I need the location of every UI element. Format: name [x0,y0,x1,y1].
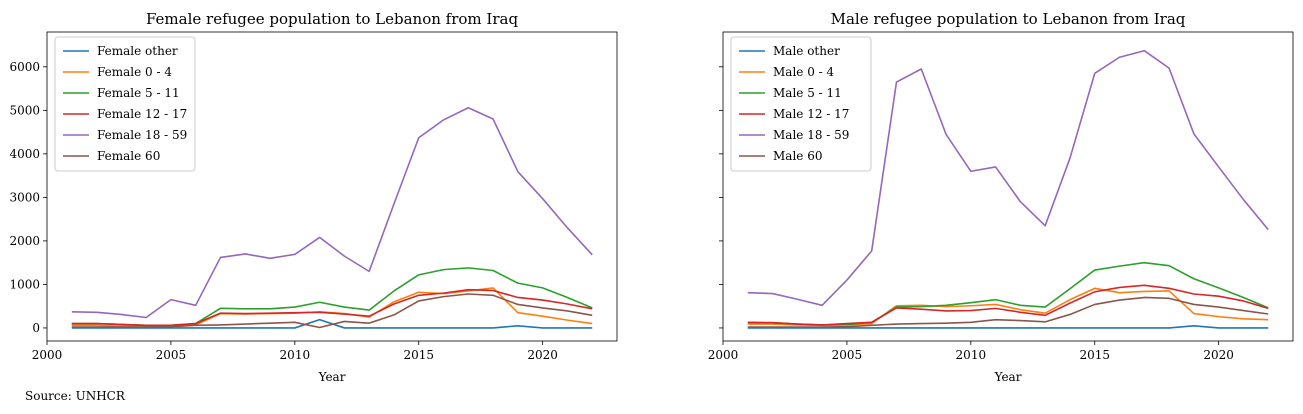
series-line-1 [747,324,1269,329]
chart-title: Female refugee population to Lebanon fro… [146,10,518,28]
legend: Female other Female 0 - 4 Female 5 - 11 Fem… [54,36,196,172]
x-axis-label: Year [994,370,1022,384]
chart-panel-1: Female refugee population to Lebanon fro… [9,10,618,384]
legend-entry: Male other [773,44,840,58]
series-line-2 [71,287,593,328]
chart-title: Male refugee population to Lebanon from … [831,10,1186,28]
x-tick-label: 2000 [32,348,63,362]
y-tick-label: 4000 [9,147,40,161]
series-line-4 [747,284,1269,326]
legend-entry: Female 0 - 4 [97,65,172,79]
y-tick-label: 1000 [9,277,40,291]
legend-entry: Female other [97,44,178,58]
source-note: Source: UNHCR [25,389,125,403]
series-line-6 [71,293,593,329]
x-tick-label: 2015 [1079,348,1110,362]
x-tick-label: 2020 [1203,348,1234,362]
series-line-5 [747,49,1269,307]
y-tick-label: 2000 [9,234,40,248]
y-tick-label: 3000 [9,190,40,204]
legend-entry: Female 18 - 59 [97,128,187,142]
legend-entry: Female 5 - 11 [97,86,180,100]
y-tick-label: 6000 [9,60,40,74]
legend-entry: Male 12 - 17 [773,107,849,121]
legend-box [54,36,196,172]
x-tick-label: 2010 [956,348,987,362]
plot-frame [722,31,1294,342]
chart-panel-2: Male refugee population to Lebanon from … [708,10,1294,384]
legend-entry: Male 5 - 11 [773,86,842,100]
x-axis-label: Year [318,370,346,384]
x-tick-label: 2015 [403,348,434,362]
series-line-5 [71,106,593,319]
x-tick-label: 2010 [280,348,311,362]
legend-entry: Female 12 - 17 [97,107,187,121]
x-tick-label: 2000 [708,348,739,362]
legend-entry: Male 0 - 4 [773,65,835,79]
legend-entry: Male 18 - 59 [773,128,849,142]
plot-frame [46,31,618,342]
legend: Male other Male 0 - 4 Male 5 - 11 Male 12 -… [730,36,872,172]
series-line-6 [747,296,1269,328]
x-tick-label: 2005 [832,348,863,362]
x-tick-label: 2020 [527,348,558,362]
y-tick-label: 5000 [9,103,40,117]
legend-entry: Male 60 [773,149,822,163]
legend-entry: Female 60 [97,149,160,163]
y-tick-label: 0 [32,321,40,335]
series-line-4 [71,288,593,327]
legend-box [730,36,872,172]
x-tick-label: 2005 [156,348,187,362]
